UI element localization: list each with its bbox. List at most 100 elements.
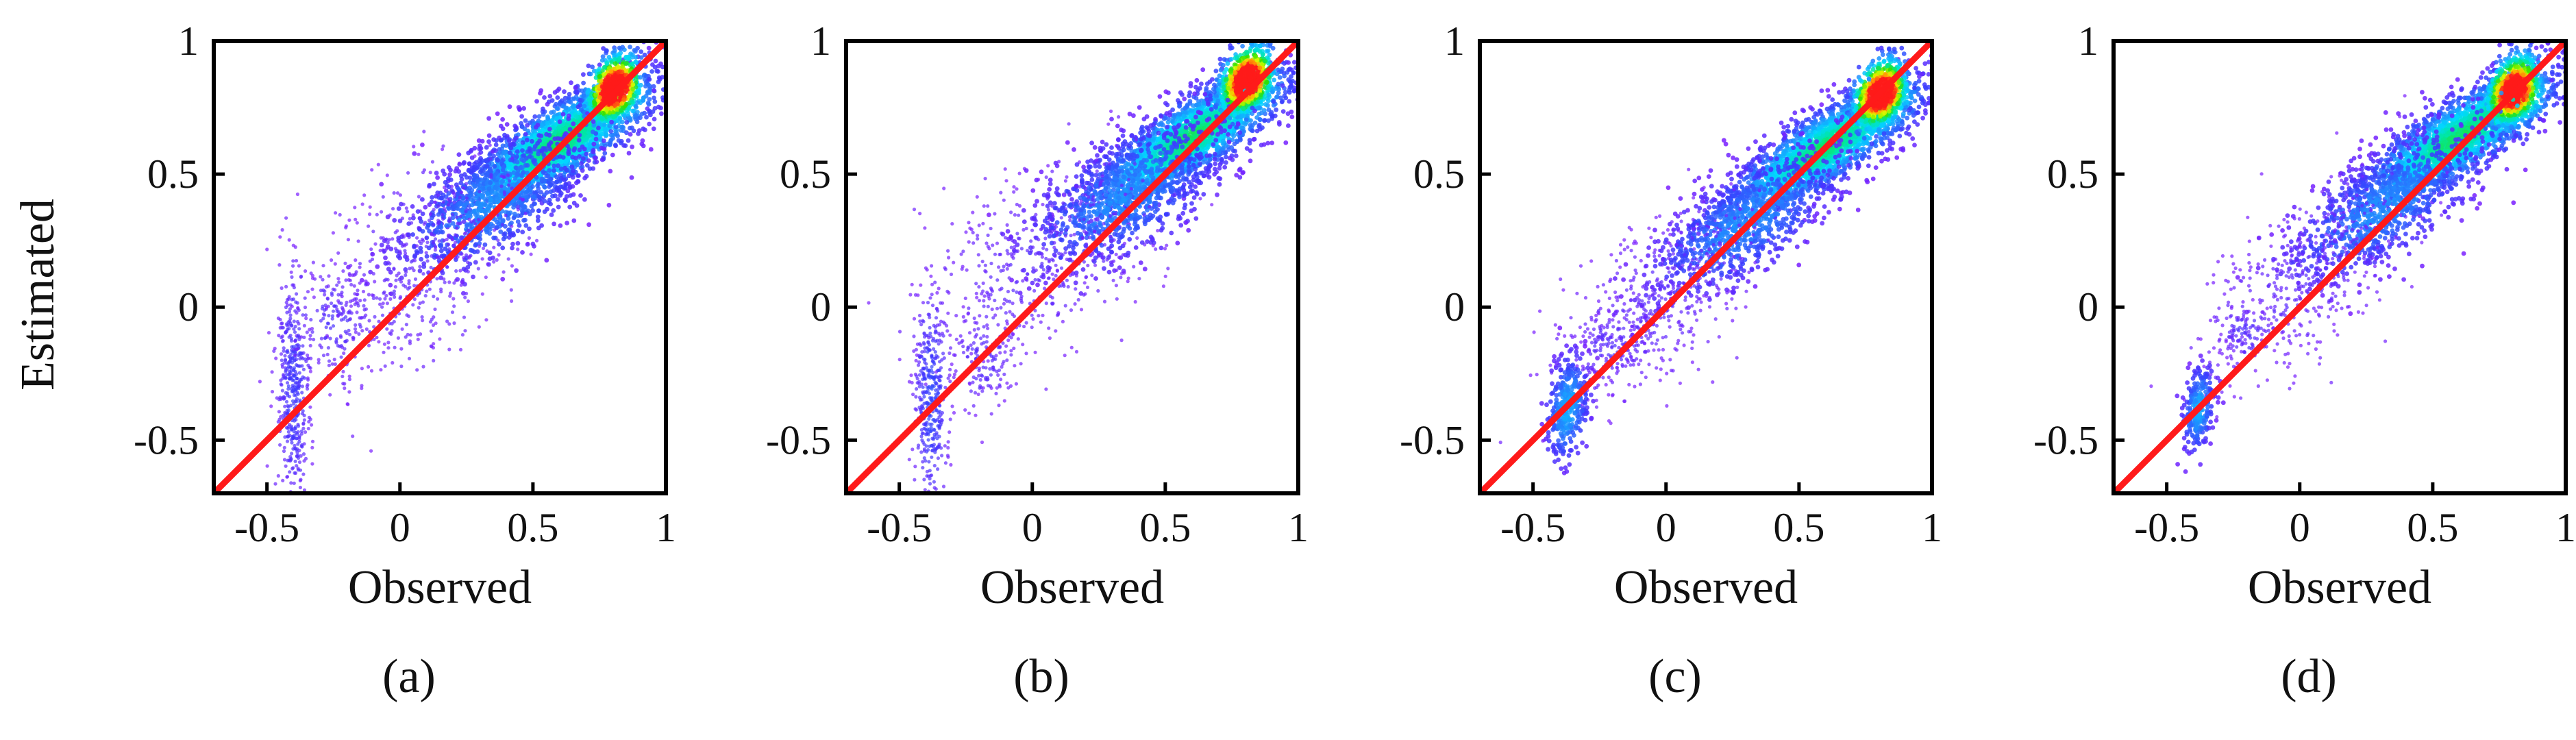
data-point — [282, 449, 286, 454]
data-point — [491, 137, 497, 143]
data-point — [369, 449, 373, 453]
data-point — [381, 301, 385, 306]
data-point — [429, 265, 433, 269]
data-point — [443, 206, 447, 210]
data-point — [373, 314, 377, 319]
data-point — [302, 323, 306, 328]
data-point — [615, 64, 621, 70]
data-point — [567, 204, 573, 210]
data-point — [599, 84, 605, 89]
data-point — [412, 145, 416, 149]
data-point — [455, 215, 459, 219]
data-point — [424, 245, 428, 249]
data-point — [617, 56, 622, 61]
data-point — [477, 152, 481, 156]
data-point — [407, 235, 411, 239]
data-point — [507, 166, 512, 172]
data-point — [328, 336, 332, 341]
data-point — [441, 202, 446, 208]
data-point — [501, 270, 506, 274]
data-point — [568, 193, 573, 198]
data-point — [597, 66, 602, 71]
data-point — [386, 267, 391, 272]
data-point — [353, 206, 357, 210]
data-point — [461, 219, 467, 224]
data-point — [370, 251, 374, 256]
data-point — [291, 259, 295, 263]
data-point — [293, 425, 297, 429]
data-point — [586, 125, 591, 131]
data-point — [552, 90, 558, 95]
data-point — [456, 186, 461, 192]
data-point — [310, 423, 314, 427]
data-point — [656, 75, 662, 80]
data-point — [293, 381, 297, 385]
data-point — [285, 439, 290, 443]
data-point — [439, 290, 443, 294]
data-point — [482, 202, 487, 207]
data-point — [367, 343, 371, 347]
data-point — [548, 140, 554, 145]
data-point — [446, 197, 450, 201]
data-point — [506, 138, 512, 143]
data-point — [478, 232, 482, 238]
data-point — [465, 291, 469, 295]
data-point — [556, 106, 560, 112]
data-point — [310, 439, 315, 443]
data-point — [446, 203, 451, 207]
data-point — [568, 99, 573, 105]
data-point — [417, 239, 421, 243]
data-point — [567, 113, 571, 119]
data-point — [388, 262, 392, 266]
data-point — [652, 99, 658, 104]
data-point — [454, 278, 458, 282]
data-point — [282, 445, 286, 449]
data-point — [480, 257, 484, 261]
data-point — [521, 153, 526, 158]
data-point — [377, 340, 381, 344]
data-point — [347, 218, 351, 222]
data-point — [462, 186, 466, 190]
data-point — [265, 247, 269, 251]
data-point — [505, 134, 510, 139]
data-point — [420, 211, 425, 217]
data-point — [619, 140, 623, 146]
data-point — [652, 64, 658, 70]
data-point — [597, 122, 603, 127]
data-point — [643, 127, 647, 133]
data-point — [545, 101, 550, 107]
data-point — [417, 306, 421, 310]
data-point — [298, 398, 302, 402]
data-point — [560, 155, 566, 160]
data-point — [421, 272, 425, 276]
data-point — [570, 154, 575, 160]
data-point — [427, 219, 432, 223]
data-point — [501, 164, 507, 169]
data-point — [587, 101, 593, 107]
data-point — [343, 386, 347, 391]
data-point — [575, 104, 581, 110]
data-point — [401, 283, 406, 287]
data-point — [404, 323, 409, 327]
data-point — [395, 273, 399, 278]
data-point — [493, 186, 499, 191]
data-point — [520, 250, 525, 255]
data-point — [407, 356, 412, 360]
data-point — [388, 331, 392, 335]
data-point — [283, 358, 288, 362]
data-point — [280, 383, 284, 387]
data-point — [397, 219, 403, 223]
data-point — [451, 297, 456, 301]
data-point — [327, 363, 331, 367]
data-point — [408, 333, 412, 337]
data-point — [412, 284, 417, 288]
data-point — [423, 294, 428, 298]
data-point — [597, 62, 602, 67]
data-point — [553, 193, 558, 199]
data-point — [525, 241, 530, 245]
data-point — [404, 273, 408, 278]
data-point — [483, 158, 488, 163]
data-point — [542, 209, 547, 214]
data-point — [516, 208, 520, 212]
data-point — [277, 263, 282, 267]
